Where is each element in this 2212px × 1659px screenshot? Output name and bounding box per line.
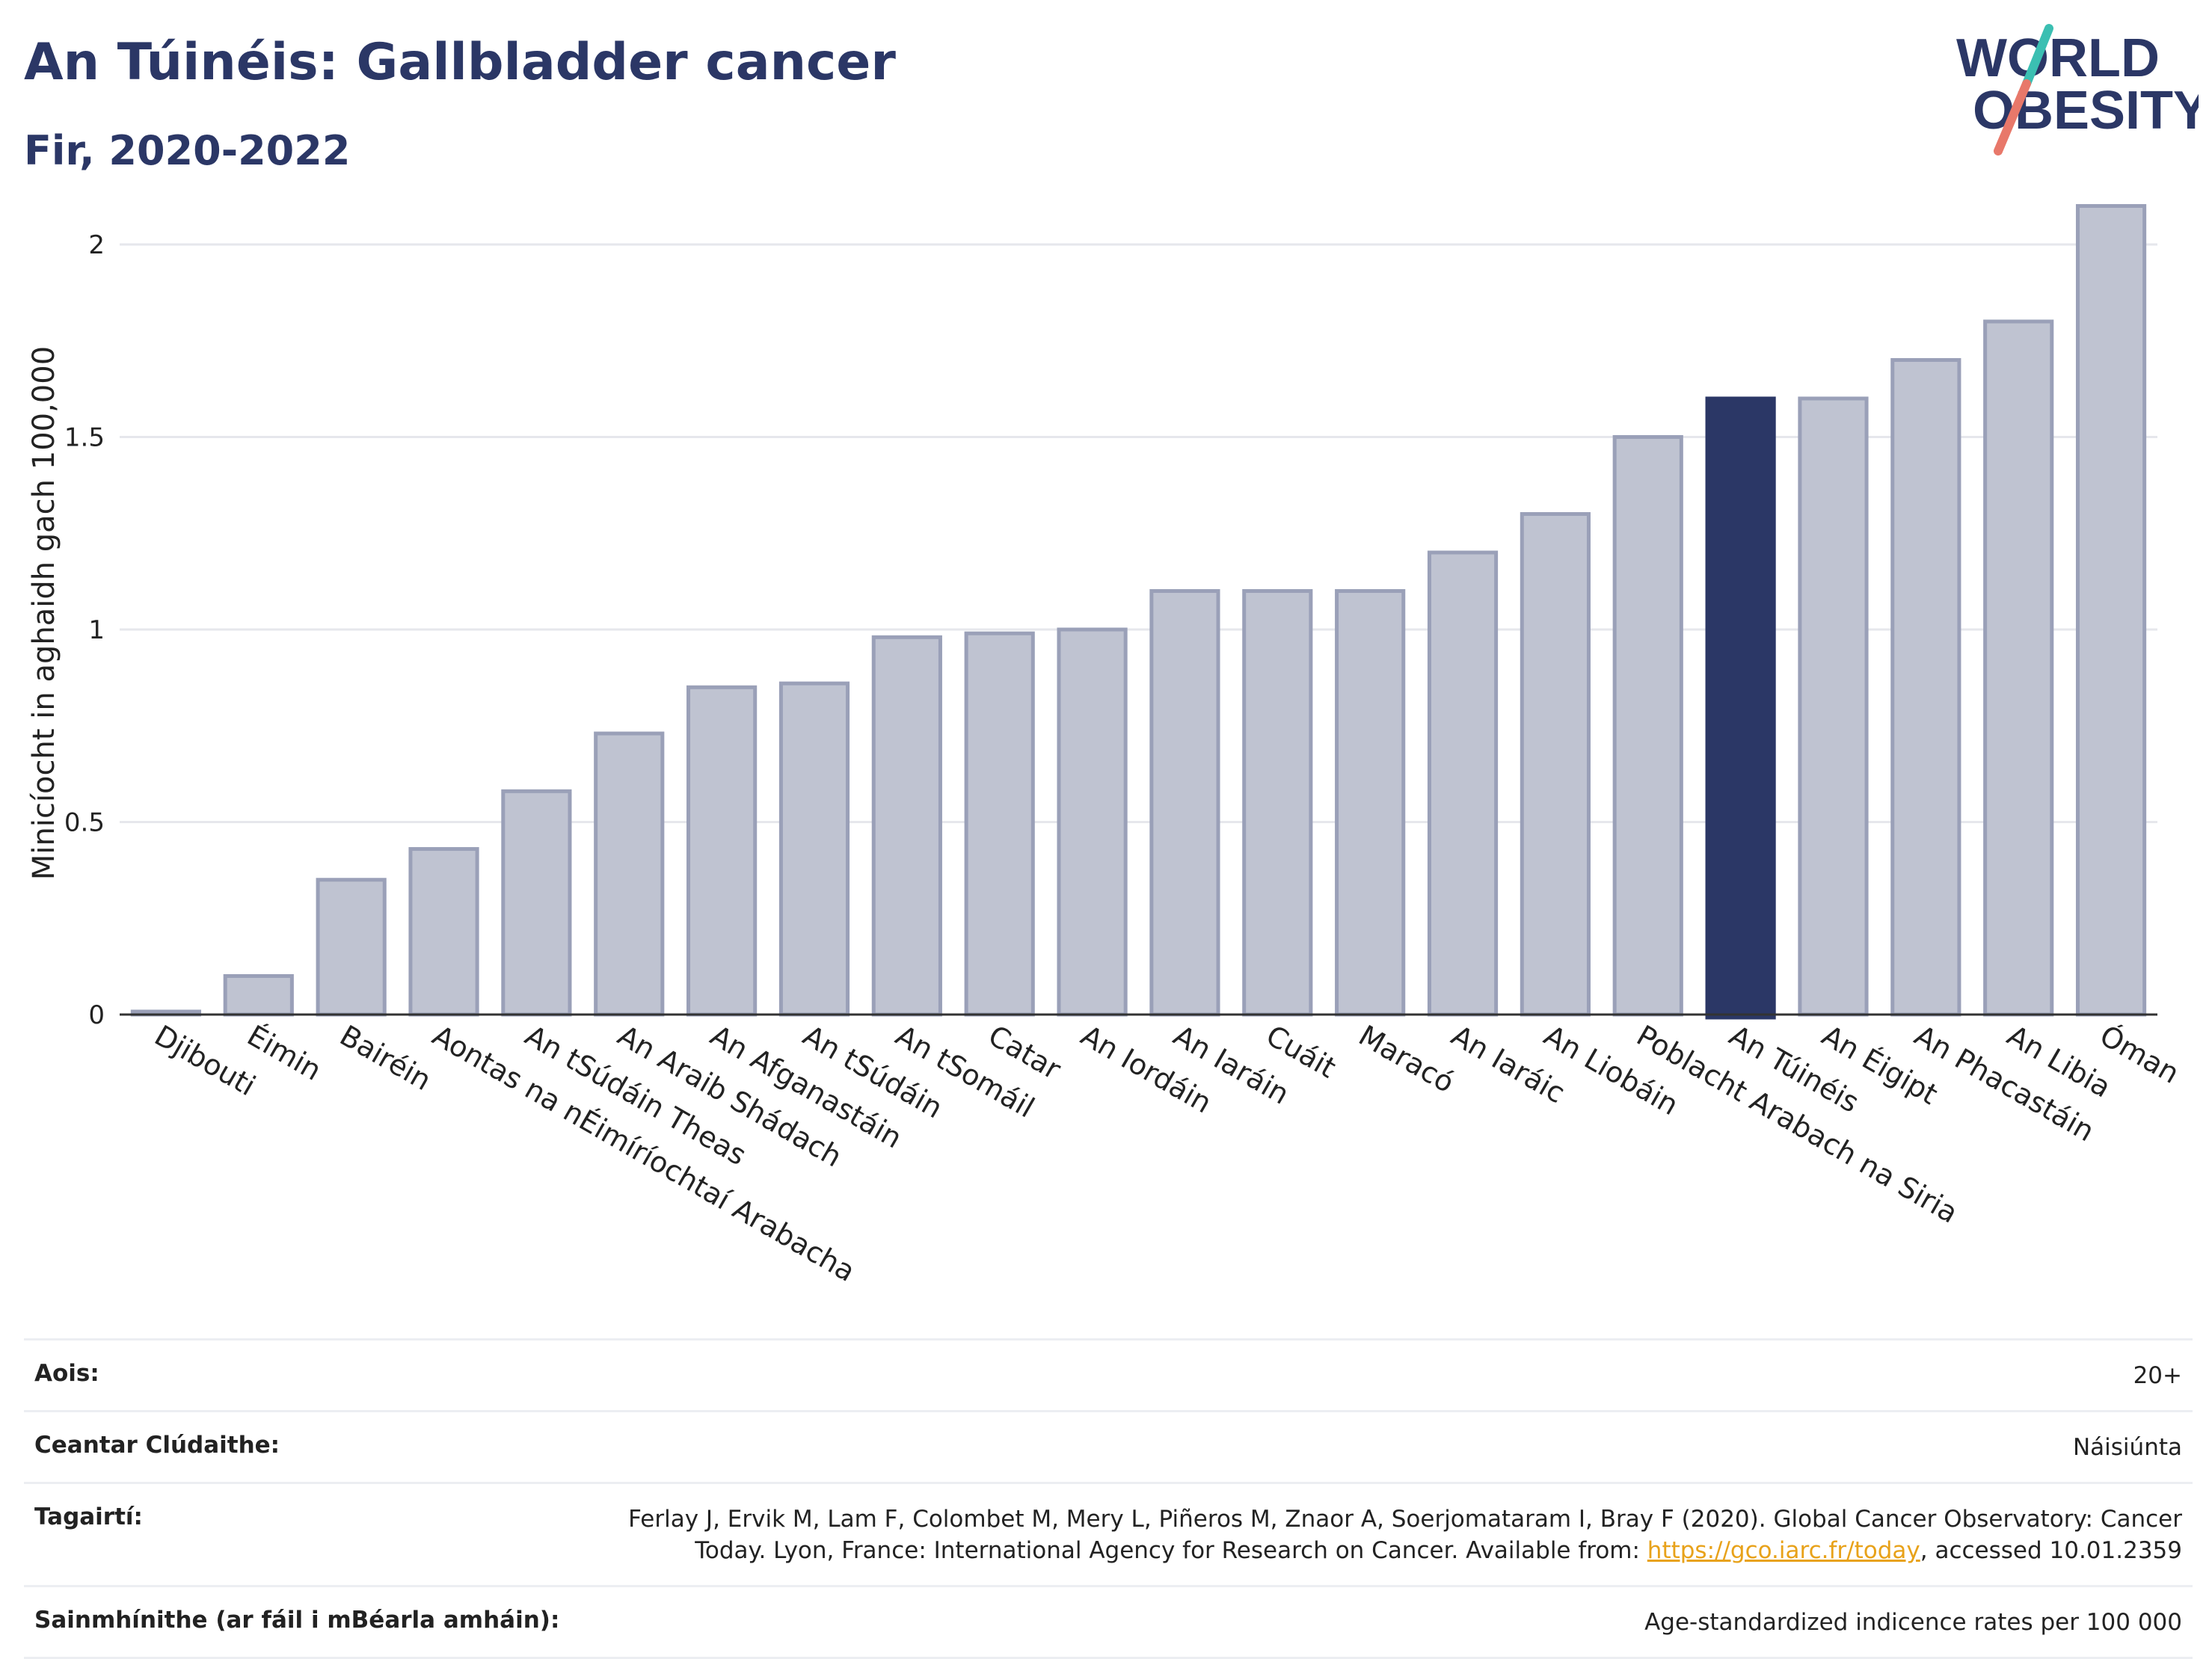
- bars: [130, 204, 2147, 1020]
- logo-slash-teal: [2022, 24, 2053, 88]
- x-tick-label: Bairéin: [334, 1019, 437, 1097]
- chart-title: An Túinéis: Gallbladder cancer: [24, 33, 896, 92]
- info-row-coverage: Ceantar Clúdaithe: Náisiúnta: [24, 1412, 2193, 1484]
- info-row-age: Aois: 20+: [24, 1341, 2193, 1412]
- info-key: Aois:: [34, 1360, 99, 1387]
- info-key: Tagairtí:: [34, 1503, 143, 1530]
- bar: [1983, 319, 2054, 1017]
- bar: [871, 635, 942, 1017]
- bar: [1798, 396, 1869, 1017]
- x-tick-label: Poblacht Arabach na Siria: [1631, 1019, 1963, 1230]
- info-key: Ceantar Clúdaithe:: [34, 1431, 280, 1459]
- bar-highlight: [1705, 396, 1776, 1020]
- bar: [778, 681, 850, 1017]
- info-key: Sainmhínithe (ar fáil i mBéarla amháin):: [34, 1607, 560, 1634]
- x-tick-label: Djibouti: [149, 1019, 261, 1103]
- logo-text-top: WORLD: [1956, 28, 2160, 88]
- info-value: Ferlay J, Ervik M, Lam F, Colombet M, Me…: [574, 1503, 2182, 1568]
- bar: [1242, 589, 1313, 1017]
- info-value: Age-standardized indicence rates per 100…: [1644, 1609, 2182, 1637]
- bar: [1612, 435, 1683, 1017]
- logo-slash-coral: [1994, 79, 2031, 156]
- bar: [686, 685, 758, 1017]
- info-row-definitions: Sainmhínithe (ar fáil i mBéarla amháin):…: [24, 1587, 2193, 1659]
- bar: [501, 789, 572, 1017]
- world-obesity-logo: WORLD OBESITY: [1956, 24, 2199, 156]
- reference-link[interactable]: https://gco.iarc.fr/today: [1647, 1537, 1920, 1565]
- y-tick-label: 1: [88, 615, 105, 645]
- chart-subtitle: Fir, 2020-2022: [24, 127, 351, 174]
- y-tick-label: 0: [88, 1000, 105, 1030]
- bar: [1057, 627, 1128, 1017]
- info-table: Aois: 20+ Ceantar Clúdaithe: Náisiúnta T…: [24, 1338, 2193, 1659]
- bar: [316, 878, 387, 1017]
- bar: [1335, 589, 1406, 1017]
- y-axis-ticks: 0 0.5 1 1.5 2: [64, 230, 105, 1030]
- bar: [1427, 550, 1499, 1017]
- info-value: Náisiúnta: [2072, 1433, 2182, 1461]
- info-value: 20+: [2133, 1362, 2182, 1389]
- bar: [408, 847, 479, 1017]
- bar: [2075, 204, 2147, 1017]
- info-row-references: Tagairtí: Ferlay J, Ervik M, Lam F, Colo…: [24, 1484, 2193, 1588]
- x-tick-label: Maracó: [1354, 1019, 1460, 1100]
- bar: [223, 974, 294, 1017]
- y-axis-label: Minicíocht in aghaidh gach 100,000: [27, 346, 61, 880]
- y-tick-label: 1.5: [64, 423, 105, 453]
- reference-text-end: , accessed 10.01.2359: [1920, 1537, 2182, 1565]
- y-tick-label: 2: [88, 230, 105, 260]
- bar: [594, 731, 665, 1017]
- bar: [964, 631, 1035, 1017]
- bar: [1890, 358, 1961, 1017]
- reference-text: Ferlay J, Ervik M, Lam F, Colombet M, Me…: [628, 1505, 2182, 1565]
- bar: [1520, 512, 1591, 1017]
- y-tick-label: 0.5: [64, 808, 105, 838]
- bar: [1149, 589, 1220, 1017]
